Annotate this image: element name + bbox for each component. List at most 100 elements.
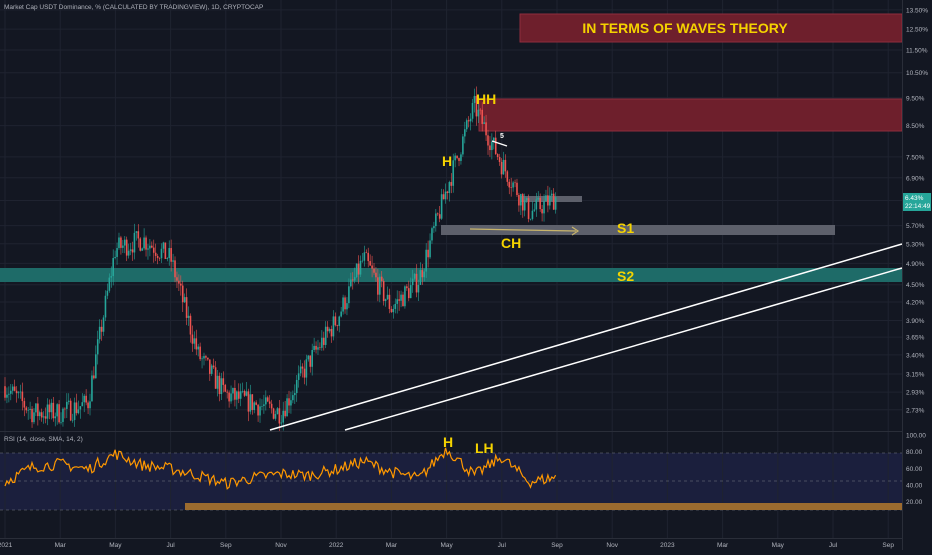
price-tick-label: 11.50% (906, 47, 928, 54)
candle-body (69, 400, 72, 421)
candle-body (371, 265, 373, 269)
candle-body (361, 260, 364, 262)
candle-body (498, 156, 501, 163)
candle-body (516, 182, 518, 196)
candle-body (71, 419, 74, 421)
candle-body (276, 408, 279, 415)
candle-body (98, 326, 101, 340)
candle-body (114, 256, 116, 258)
candle-body (350, 279, 352, 287)
candle-body (178, 280, 180, 284)
candle-body (317, 347, 319, 350)
time-tick-label: Jul (498, 542, 507, 549)
price-tick-label: 3.65% (906, 335, 925, 342)
candle-body (241, 391, 244, 392)
candle-body (239, 391, 242, 399)
candle-body (533, 209, 536, 211)
time-axis: 2021 Mar May Jul Sep Nov 2022 Mar May Jul Sep Nov 20… (0, 542, 894, 549)
candle-body (181, 285, 184, 303)
candle-body (404, 286, 406, 307)
price-tick-label: 12.50% (906, 27, 928, 34)
trend-line-upper[interactable] (269, 243, 903, 431)
candle-body (473, 95, 476, 103)
candle-body (396, 299, 398, 304)
label-rsi-lh: LH (475, 440, 494, 456)
candle-body (531, 210, 534, 219)
candle-body (529, 218, 532, 220)
label-s1: S1 (617, 220, 634, 236)
candle-body (554, 197, 557, 210)
candle-body (152, 247, 155, 253)
time-tick-label: May (772, 542, 785, 549)
candle-body (322, 337, 325, 345)
candle-body (406, 286, 408, 289)
candle-body (431, 228, 433, 241)
candle-body (274, 414, 277, 419)
candle-body (176, 277, 178, 281)
candle-body (340, 311, 342, 317)
price-tick-label: 8.50% (906, 123, 925, 130)
candle-body (189, 315, 192, 335)
candle-body (180, 283, 182, 286)
label-h: H (442, 153, 452, 169)
candle-body (220, 378, 223, 395)
trend-line-lower[interactable] (344, 267, 903, 431)
candle-body (67, 400, 70, 402)
candle-body (234, 387, 236, 400)
candle-body (355, 263, 358, 278)
candle-body (398, 299, 400, 301)
candle-body (139, 238, 142, 251)
rsi-support-bar (185, 503, 902, 510)
candle-body (543, 201, 545, 214)
candle-body (348, 286, 350, 304)
candle-body (15, 390, 18, 394)
candle-body (93, 375, 95, 379)
candle-body (292, 395, 294, 401)
candle-body (58, 404, 60, 423)
candle-body (442, 194, 445, 200)
candle-body (295, 379, 298, 394)
support-zone-s1 (441, 225, 835, 235)
candle-body (550, 193, 553, 196)
candle-body (187, 315, 190, 318)
candle-body (288, 398, 290, 406)
candle-body (201, 358, 203, 360)
candle-body (415, 273, 418, 293)
candle-body (137, 231, 140, 239)
price-tick-label: 3.90% (906, 318, 925, 325)
candle-body (512, 182, 514, 188)
wave-5-line[interactable] (491, 140, 508, 147)
time-tick-label: Jul (166, 542, 175, 549)
rsi-legend-title: RSI (14, close, SMA, 14, 2) (4, 436, 83, 443)
time-tick-label: Sep (220, 542, 232, 549)
banner-title: IN TERMS OF WAVES THEORY (582, 20, 788, 36)
candle-body (479, 109, 482, 111)
candle-body (13, 386, 16, 391)
candle-body (127, 250, 130, 256)
candle-body (450, 182, 453, 186)
candle-body (454, 155, 456, 161)
candle-body (154, 252, 157, 256)
candle-body (464, 129, 466, 137)
candle-body (164, 242, 167, 259)
rsi-line[interactable] (4, 447, 557, 490)
candle-body (185, 297, 188, 318)
candle-body (369, 261, 371, 266)
candle-body (191, 334, 194, 344)
candle-body (508, 181, 511, 188)
price-tick-label: 3.40% (906, 352, 925, 359)
price-tick-label: 4.20% (906, 300, 925, 307)
candle-body (462, 136, 464, 155)
candle-body (394, 303, 397, 309)
candle-body (81, 402, 84, 407)
candle-body (207, 357, 209, 360)
candle-body (31, 408, 33, 423)
candles (4, 86, 557, 432)
candle-body (489, 145, 491, 151)
arrow-line[interactable] (469, 228, 577, 232)
candle-body (162, 242, 165, 249)
candle-body (465, 120, 468, 130)
candle-body (77, 409, 80, 414)
